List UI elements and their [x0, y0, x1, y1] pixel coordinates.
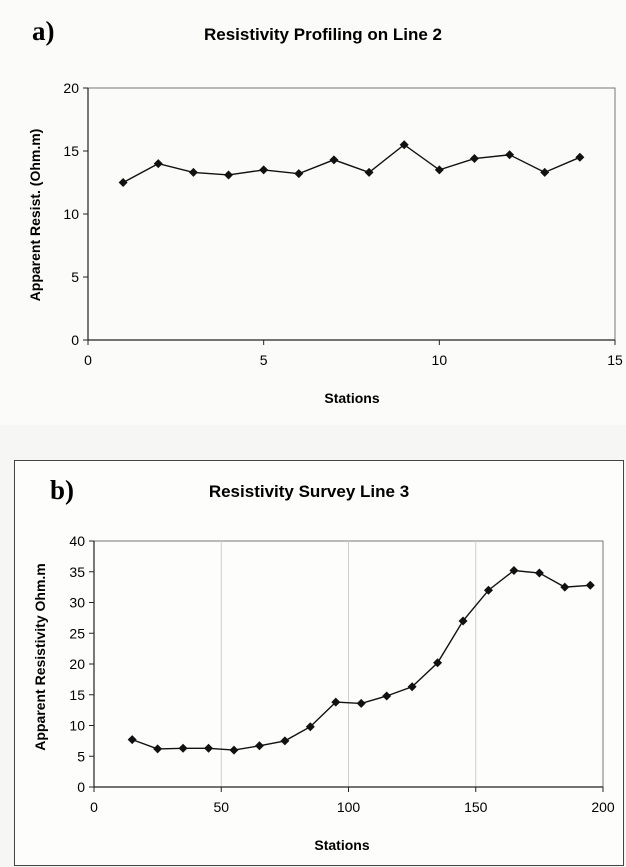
- chart-panel-b: b) Resistivity Survey Line 3 Stations Ap…: [14, 460, 624, 866]
- series-line-b: [131, 569, 591, 751]
- x-tick-label-b: 150: [464, 799, 488, 815]
- plot-area-b: 0 5 10 15 20 25 30 35 40 0 50 100 150 200: [69, 533, 614, 815]
- data-point-a: [540, 167, 550, 177]
- data-point-a: [188, 167, 198, 177]
- x-tick-label-a: 15: [607, 352, 623, 368]
- data-point-a: [434, 165, 444, 175]
- y-axis-label-b: Apparent Resistivity Ohm.m: [32, 563, 48, 751]
- data-point-a: [575, 152, 585, 162]
- y-tick-label-b: 20: [69, 656, 85, 672]
- data-point-a: [259, 165, 269, 175]
- data-point-b: [534, 568, 544, 578]
- data-point-a: [329, 155, 339, 165]
- data-point-b: [356, 698, 366, 708]
- y-axis-label-a: Apparent Resist. (Ohm.m): [27, 129, 43, 302]
- x-tick-label-b: 100: [337, 799, 361, 815]
- data-point-b: [153, 744, 163, 754]
- data-point-b: [407, 682, 417, 692]
- data-point-a: [505, 150, 515, 160]
- y-tick-label-a: 0: [71, 332, 79, 348]
- data-point-a: [399, 140, 409, 150]
- data-point-b: [382, 691, 392, 701]
- y-tick-label-a: 20: [63, 80, 79, 96]
- plot-frame-a: [87, 87, 616, 341]
- y-tick-label-a: 5: [71, 269, 79, 285]
- line-chart-b: b) Resistivity Survey Line 3 Stations Ap…: [32, 475, 615, 853]
- data-point-a: [469, 154, 479, 164]
- y-tick-label-b: 10: [69, 718, 85, 734]
- x-tick-label-a: 5: [260, 352, 268, 368]
- y-tick-label-b: 0: [77, 779, 85, 795]
- data-point-b: [305, 722, 315, 732]
- y-tick-label-a: 10: [63, 206, 79, 222]
- x-tick-label-b: 50: [213, 799, 229, 815]
- y-tick-label-b: 25: [69, 625, 85, 641]
- data-point-b: [229, 745, 239, 755]
- x-tick-label-b: 0: [90, 799, 98, 815]
- series-line-a: [122, 143, 581, 184]
- y-tick-label-b: 40: [69, 533, 85, 549]
- chart-title-a: Resistivity Profiling on Line 2: [204, 25, 442, 44]
- data-point-a: [294, 169, 304, 179]
- panel-label-a: a): [32, 16, 55, 46]
- data-point-b: [585, 580, 595, 590]
- data-point-b: [483, 585, 493, 595]
- chart-title-b: Resistivity Survey Line 3: [209, 482, 409, 501]
- x-tick-label-b: 200: [591, 799, 615, 815]
- data-point-b: [433, 658, 443, 668]
- data-point-a: [224, 170, 234, 180]
- data-point-a: [118, 178, 128, 187]
- panel-label-b: b): [50, 475, 74, 505]
- y-tick-label-b: 30: [69, 595, 85, 611]
- x-axis-label-a: Stations: [324, 390, 379, 406]
- data-point-a: [153, 159, 163, 169]
- data-point-b: [127, 735, 137, 745]
- plot-area-a: 0 5 10 15 20 0 5 10 15: [63, 80, 623, 368]
- line-chart-a: a) Resistivity Profiling on Line 2 Stati…: [27, 16, 623, 406]
- data-point-b: [331, 697, 341, 707]
- chart-panel-a: a) Resistivity Profiling on Line 2 Stati…: [0, 0, 626, 425]
- x-tick-label-a: 0: [84, 352, 92, 368]
- data-point-b: [560, 582, 570, 592]
- data-point-b: [458, 616, 468, 626]
- data-point-b: [204, 743, 214, 753]
- y-tick-label-a: 15: [63, 143, 79, 159]
- y-tick-label-b: 5: [77, 748, 85, 764]
- data-point-a: [364, 167, 374, 177]
- x-axis-label-b: Stations: [314, 837, 369, 853]
- data-point-b: [254, 741, 264, 751]
- x-tick-label-a: 10: [432, 352, 448, 368]
- y-tick-label-b: 15: [69, 687, 85, 703]
- data-point-b: [280, 736, 290, 746]
- data-point-b: [178, 743, 188, 753]
- y-tick-label-b: 35: [69, 564, 85, 580]
- data-point-b: [509, 566, 519, 576]
